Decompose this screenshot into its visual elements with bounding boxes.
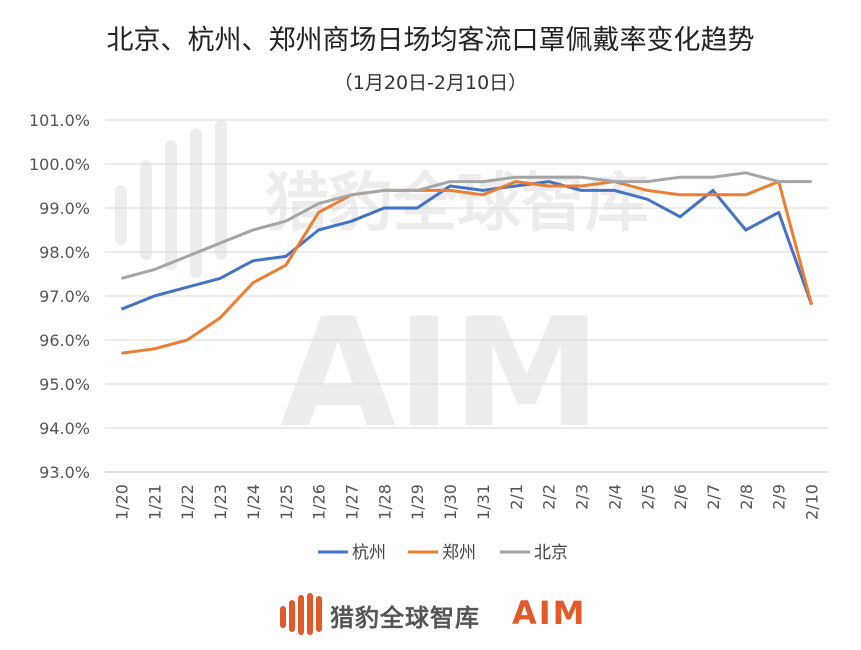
line-chart: 猎豹全球智库 AIM 93.0% 94.0% 95.0% 96.0% 97.0% 98.0… [29,111,828,563]
y-tick-label: 98.0% [39,243,90,262]
brand-bars-icon [280,593,322,635]
series-line-0 [120,180,814,311]
x-tick-label: 1/26 [310,484,329,520]
x-tick-label: 2/4 [605,484,624,510]
series-lines [120,171,814,355]
watermark-logo: AIM [280,287,601,461]
y-tick-label: 97.0% [39,287,90,306]
x-tick-label: 2/8 [737,484,756,510]
series-line-2 [121,171,812,280]
x-tick-label: 2/2 [540,484,559,510]
y-tick-label: 100.0% [29,155,90,174]
x-tick-label: 1/22 [178,484,197,520]
y-tick-label: 99.0% [39,199,90,218]
x-tick-label: 1/31 [474,484,493,520]
x-tick-label: 1/21 [145,484,164,520]
x-tick-label: 1/24 [244,484,263,520]
x-tick-label: 1/29 [408,484,427,520]
series-line-1 [121,180,814,355]
x-tick-label: 1/27 [342,484,361,520]
x-tick-label: 2/10 [803,484,822,520]
y-tick-label: 95.0% [39,375,90,394]
y-tick-label: 101.0% [29,111,90,130]
legend-label: 北京 [534,543,568,563]
watermark-bars-icon [115,120,227,278]
x-tick-label: 2/5 [638,484,657,510]
legend-label: 杭州 [352,543,386,563]
legend-label: 郑州 [442,543,476,563]
x-tick-label: 1/30 [441,484,460,520]
x-axis: 1/20 1/21 1/22 1/23 1/24 1/25 1/26 1/27 1/28 1/29… [105,471,828,520]
chart-subtitle: （1月20日-2月10日） [333,72,528,94]
x-tick-label: 2/1 [507,484,526,510]
y-tick-label: 94.0% [39,419,90,438]
x-tick-label: 1/28 [375,484,394,520]
y-axis: 93.0% 94.0% 95.0% 96.0% 97.0% 98.0% 99.0% 100.0… [29,111,90,482]
y-tick-label: 96.0% [39,331,90,350]
footer-brand: 猎豹全球智库 [330,604,480,632]
x-tick-label: 2/9 [770,484,789,510]
x-tick-label: 2/6 [671,484,690,510]
chart-title: 北京、杭州、郑州商场日场均客流口罩佩戴率变化趋势 [106,25,755,56]
x-tick-label: 1/20 [112,484,131,520]
x-tick-label: 2/7 [704,484,723,510]
footer-logo: AIM [512,594,587,632]
y-tick-label: 93.0% [39,463,90,482]
watermark: 猎豹全球智库 AIM [115,120,649,461]
legend: 杭州 郑州 北京 [318,543,568,563]
x-tick-label: 2/3 [573,484,592,510]
footer: 猎豹全球智库 AIM [0,592,861,642]
x-tick-label: 1/25 [277,484,296,520]
x-tick-label: 1/23 [211,484,230,520]
